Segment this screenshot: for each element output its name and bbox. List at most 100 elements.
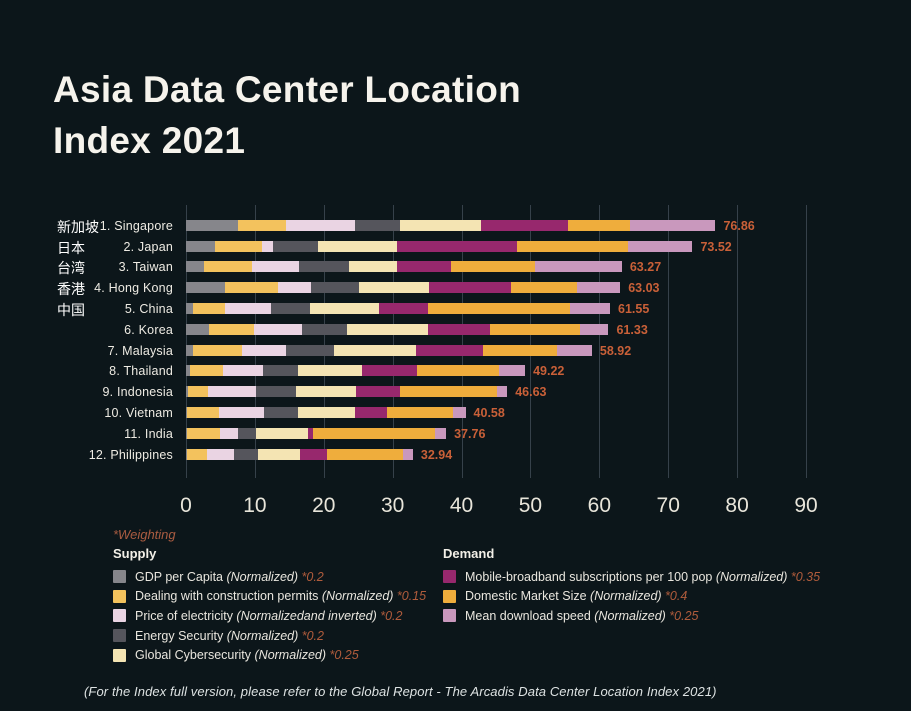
bar-segment-permits bbox=[214, 240, 263, 252]
x-tick-label-0: 0 bbox=[180, 494, 192, 517]
table-row: 10. Vietnam 40.58 bbox=[0, 402, 911, 423]
legend-swatch bbox=[443, 609, 456, 623]
bar-value-label: 46.63 bbox=[515, 385, 547, 400]
legend-swatch bbox=[443, 589, 456, 603]
bar-segment-gdp bbox=[186, 365, 191, 377]
x-tick-label-10: 10 bbox=[243, 494, 267, 517]
bar-segment-electricity bbox=[253, 323, 302, 335]
legend-item: Mean download speed (Normalized) *0.25 bbox=[443, 606, 820, 626]
country-label: 1. Singapore bbox=[99, 218, 173, 233]
bar-segment-permits bbox=[192, 303, 226, 314]
stacked-bar bbox=[186, 365, 526, 377]
bar-value-label: 76.86 bbox=[723, 218, 755, 233]
x-tick-label-80: 80 bbox=[725, 494, 749, 517]
bar-segment-market bbox=[387, 407, 453, 418]
cn-country-label: 中国 bbox=[57, 302, 85, 318]
bar-segment-download bbox=[435, 427, 447, 439]
cn-country-label: 香港 bbox=[57, 281, 85, 298]
bar-segment-download bbox=[580, 323, 609, 335]
table-row: 12. Philippines 32.94 bbox=[0, 444, 911, 465]
legend-supply-header: Supply bbox=[113, 546, 157, 561]
legend-item: Price of electricity (Normalizedand inve… bbox=[113, 606, 426, 626]
gridline-50 bbox=[530, 205, 532, 478]
footer-note: (For the Index full version, please refe… bbox=[84, 684, 717, 699]
bar-segment-gdp bbox=[186, 323, 210, 335]
bar-segment-mobile bbox=[378, 303, 429, 314]
table-row: 台湾 3. Taiwan 63.27 bbox=[0, 256, 911, 277]
legend-demand-header: Demand bbox=[443, 546, 495, 561]
page-title-line1: Asia Data Center Location bbox=[53, 69, 522, 110]
bar-segment-permits bbox=[190, 365, 223, 377]
legend-item: Domestic Market Size (Normalized) *0.4 bbox=[443, 587, 820, 607]
bar-segment-mobile bbox=[300, 448, 328, 460]
gridline-70 bbox=[668, 205, 670, 478]
bar-segment-cyber bbox=[347, 323, 429, 335]
legend-swatch bbox=[443, 570, 456, 584]
country-label: 8. Thailand bbox=[109, 364, 173, 379]
table-row: 11. India 37.76 bbox=[0, 423, 911, 444]
bar-segment-electricity bbox=[219, 427, 239, 439]
legend-demand-items: Mobile-broadband subscriptions per 100 p… bbox=[443, 567, 820, 626]
bar-segment-energy bbox=[272, 240, 318, 252]
legend-swatch bbox=[113, 570, 126, 584]
weighting-note: *Weighting bbox=[113, 527, 176, 542]
bar-value-label: 63.03 bbox=[628, 281, 660, 296]
bar-segment-permits bbox=[224, 282, 278, 294]
bar-segment-market bbox=[451, 261, 536, 273]
bar-segment-energy bbox=[238, 427, 256, 439]
stacked-bar bbox=[186, 240, 693, 252]
legend-demand: Demand Mobile-broadband subscriptions pe… bbox=[443, 546, 820, 626]
stacked-bar bbox=[186, 386, 508, 398]
legend-swatch bbox=[113, 609, 126, 623]
legend-label: Mean download speed (Normalized) *0.25 bbox=[465, 608, 699, 623]
legend-item: Energy Security (Normalized) *0.2 bbox=[113, 626, 426, 646]
legend-label: Energy Security (Normalized) *0.2 bbox=[135, 628, 324, 643]
bar-segment-permits bbox=[209, 323, 254, 335]
legend-label: Dealing with construction permits (Norma… bbox=[135, 589, 427, 604]
bar-segment-energy bbox=[298, 261, 350, 273]
bar-segment-market bbox=[428, 303, 570, 314]
legend-label: Price of electricity (Normalizedand inve… bbox=[135, 608, 403, 623]
gridline-10 bbox=[254, 205, 256, 478]
gridline-80 bbox=[737, 205, 739, 478]
bar-segment-energy bbox=[285, 344, 335, 356]
bar-segment-electricity bbox=[285, 219, 355, 231]
country-label: 12. Philippines bbox=[88, 447, 173, 462]
bar-segment-cyber bbox=[257, 448, 301, 460]
bar-segment-download bbox=[628, 240, 693, 252]
bar-segment-gdp bbox=[186, 219, 238, 231]
stacked-bar bbox=[186, 303, 610, 314]
gridline-60 bbox=[599, 205, 601, 478]
bar-segment-cyber bbox=[399, 219, 481, 231]
bar-segment-energy bbox=[301, 323, 348, 335]
x-tick-label-90: 90 bbox=[794, 494, 818, 517]
x-tick-label-30: 30 bbox=[380, 494, 405, 517]
bar-segment-mobile bbox=[307, 427, 314, 439]
country-label: 6. Korea bbox=[124, 322, 173, 337]
x-tick-label-20: 20 bbox=[312, 494, 336, 517]
bar-value-label: 58.92 bbox=[599, 343, 632, 358]
stacked-bar bbox=[186, 219, 716, 231]
bar-segment-electricity bbox=[208, 386, 257, 398]
bar-segment-permits bbox=[187, 427, 220, 439]
bar-value-label: 61.55 bbox=[618, 302, 650, 316]
bar-segment-download bbox=[557, 344, 592, 356]
bar-segment-gdp bbox=[186, 448, 188, 460]
bar-segment-energy bbox=[354, 219, 400, 231]
bar-segment-cyber bbox=[309, 303, 379, 314]
table-row: 9. Indonesia 46.63 bbox=[0, 381, 911, 402]
bar-segment-gdp bbox=[186, 240, 215, 252]
bar-segment-gdp bbox=[186, 386, 189, 398]
bar-value-label: 32.94 bbox=[420, 447, 453, 462]
bar-segment-download bbox=[535, 261, 622, 273]
bar-segment-permits bbox=[188, 386, 209, 398]
bar-segment-download bbox=[629, 219, 716, 231]
gridline-30 bbox=[392, 205, 394, 478]
legend-item: GDP per Capita (Normalized) *0.2 bbox=[113, 567, 426, 587]
bar-segment-gdp bbox=[186, 344, 193, 356]
bar-segment-mobile bbox=[356, 386, 401, 398]
bar-segment-electricity bbox=[222, 365, 264, 377]
bar-segment-gdp bbox=[186, 261, 204, 273]
bar-segment-cyber bbox=[349, 261, 398, 273]
legend-item: Dealing with construction permits (Norma… bbox=[113, 587, 426, 607]
